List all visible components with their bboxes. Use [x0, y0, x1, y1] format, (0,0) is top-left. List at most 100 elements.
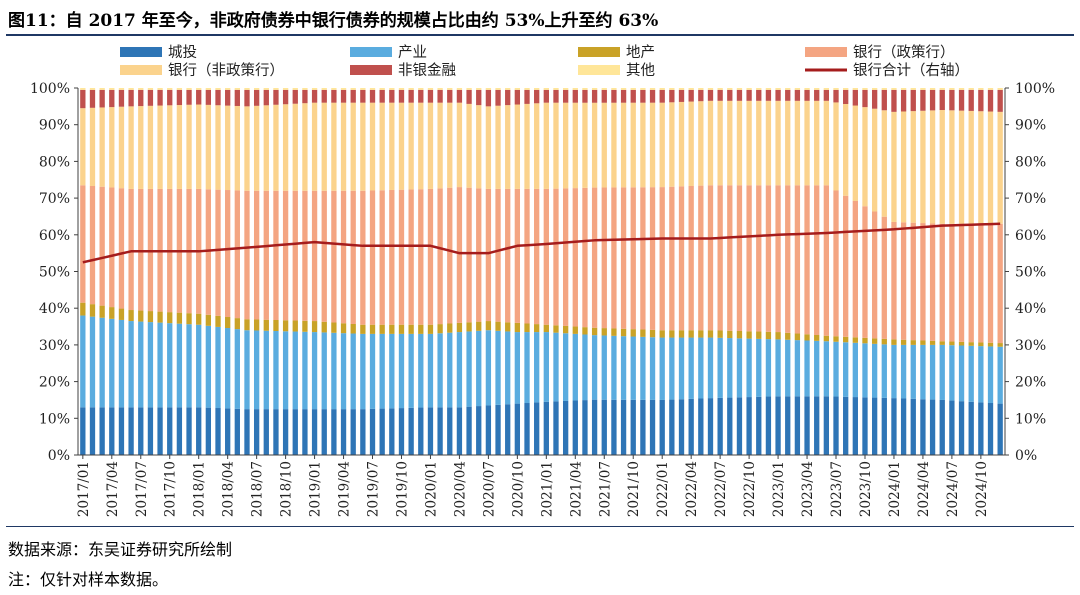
bar-segment: [862, 89, 868, 108]
bar-segment: [340, 102, 347, 191]
bar-segment: [147, 407, 154, 455]
bar-segment: [157, 311, 163, 323]
bar-segment: [601, 335, 607, 400]
bar-segment: [447, 407, 453, 455]
bar-segment: [447, 332, 453, 408]
bar-segment: [176, 105, 183, 189]
bar-segment: [775, 332, 781, 340]
bar-segment: [282, 104, 289, 191]
bar-segment: [785, 88, 791, 90]
bar-segment: [196, 324, 202, 408]
bar-segment: [118, 319, 125, 408]
bar-segment: [794, 88, 801, 90]
bar-segment: [176, 88, 183, 90]
bar-segment: [321, 190, 327, 322]
bar-segment: [939, 223, 945, 342]
bar-segment: [910, 89, 916, 112]
x-tick-label: 2017/10: [163, 461, 179, 517]
x-tick-label: 2022/10: [742, 461, 758, 517]
bar-segment: [804, 88, 810, 90]
bar-segment: [398, 324, 405, 334]
bar-segment: [553, 102, 559, 189]
bar-segment: [331, 332, 337, 410]
bar-segment: [833, 88, 839, 90]
bar-segment: [939, 344, 945, 400]
bar-segment: [466, 89, 472, 104]
bar-segment: [746, 331, 752, 339]
bar-segment: [601, 88, 607, 90]
bar-segment: [543, 188, 549, 325]
bar-segment: [900, 398, 907, 455]
x-tick-label: 2020/01: [423, 461, 439, 517]
bar-segment: [225, 328, 231, 409]
bar-segment: [562, 89, 569, 103]
bar-segment: [524, 332, 530, 404]
bar-segment: [591, 187, 598, 328]
bar-segment: [350, 88, 356, 90]
bar-segment: [350, 89, 356, 103]
bar-segment: [476, 188, 482, 322]
bar-segment: [958, 401, 965, 455]
bar-segment: [630, 89, 636, 103]
bar-segment: [978, 346, 984, 403]
x-tick-label: 2021/04: [568, 461, 584, 517]
bar-segment: [302, 103, 308, 191]
bar-segment: [147, 89, 154, 106]
legend-label: 城投: [168, 44, 197, 61]
bar-segment: [727, 338, 733, 398]
bar-segment: [215, 408, 221, 455]
bar-segment: [688, 337, 694, 399]
bar-segment: [109, 307, 115, 319]
bar-segment: [418, 89, 424, 103]
bar-segment: [495, 188, 501, 322]
bar-segment: [736, 89, 743, 101]
bar-segment: [785, 332, 791, 340]
bar-segment: [360, 190, 366, 325]
bar-segment: [939, 89, 945, 111]
bar-segment: [369, 333, 376, 409]
bar-segment: [340, 89, 347, 103]
bar-segment: [852, 337, 858, 343]
bar-segment: [418, 102, 424, 190]
bar-segment: [176, 312, 183, 324]
legend-swatch: [578, 65, 620, 75]
legend-swatch: [350, 65, 392, 75]
bar-segment: [553, 188, 559, 326]
bar-segment: [804, 340, 810, 397]
x-tick-label: 2022/04: [684, 461, 700, 517]
bar-segment: [205, 88, 212, 90]
bar-segment: [717, 337, 723, 398]
bar-segment: [292, 190, 298, 321]
bar-segment: [987, 346, 994, 404]
bar-segment: [997, 346, 1003, 404]
bar-segment: [582, 327, 588, 335]
bar-segment: [167, 312, 173, 324]
bar-segment: [717, 330, 723, 338]
bar-segment: [311, 190, 318, 322]
bar-segment: [949, 110, 955, 224]
bar-segment: [186, 324, 192, 408]
bar-segment: [727, 100, 733, 186]
bar-segment: [485, 88, 492, 90]
bar-segment: [253, 409, 260, 456]
y-tick-label-right: 0%: [1015, 448, 1037, 464]
bar-segment: [862, 88, 868, 90]
bar-segment: [273, 104, 279, 191]
bar-segment: [167, 407, 173, 455]
bar-segment: [89, 407, 96, 455]
bar-segment: [408, 88, 414, 90]
bar-segment: [630, 187, 636, 330]
bar-segment: [601, 187, 607, 329]
bar-segment: [765, 185, 772, 332]
bar-segment: [186, 88, 192, 90]
bar-segment: [340, 323, 347, 334]
bar-segment: [205, 325, 212, 408]
bar-segment: [408, 324, 414, 334]
bar-segment: [794, 100, 801, 186]
bar-segment: [678, 399, 685, 455]
x-tick-label: 2018/01: [192, 461, 208, 517]
bar-segment: [340, 409, 347, 456]
bar-segment: [379, 324, 385, 334]
bar-segment: [765, 396, 772, 455]
bar-segment: [331, 190, 337, 323]
